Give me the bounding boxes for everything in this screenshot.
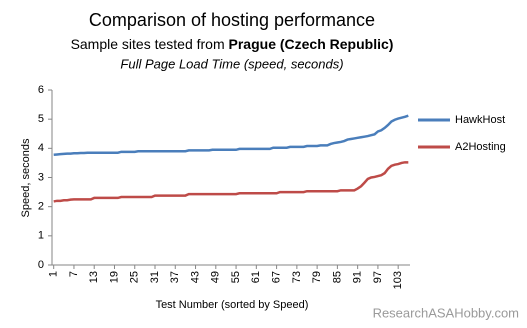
x-tick-label: 37 (169, 271, 181, 283)
legend-label: HawkHost (455, 114, 505, 126)
x-tick-label: 49 (210, 271, 222, 283)
y-tick-label: 1 (38, 230, 44, 242)
x-tick-label: 25 (129, 271, 141, 283)
y-tick-label: 2 (38, 201, 44, 213)
x-tick-label: 61 (250, 271, 262, 283)
x-axis-label: Test Number (sorted by Speed) (156, 299, 309, 311)
series-line (53, 114, 409, 156)
x-tick-label: 73 (291, 271, 303, 283)
x-tick-label: 67 (271, 271, 283, 283)
x-tick-label: 31 (149, 271, 161, 283)
x-tick-label: 55 (230, 271, 242, 283)
x-tick-label: 13 (88, 271, 100, 283)
x-tick-label: 19 (108, 271, 120, 283)
x-tick-label: 91 (352, 271, 364, 283)
y-tick-label: 0 (38, 259, 44, 271)
series-line (53, 161, 409, 203)
chart-subtitle: Sample sites tested from Prague (Czech R… (71, 36, 394, 52)
y-tick-label: 5 (38, 113, 44, 125)
subtitle-prefix: Sample sites tested from (71, 36, 225, 52)
legend-label: A2Hosting (455, 141, 506, 153)
y-tick-label: 4 (38, 142, 44, 154)
x-tick-label: 85 (331, 271, 343, 283)
subtitle-location: Prague (Czech Republic) (229, 36, 394, 52)
y-tick-label: 3 (38, 171, 44, 183)
chart-title: Comparison of hosting performance (89, 10, 375, 30)
x-tick-label: 103 (392, 271, 404, 289)
watermark: ResearchASAHobby.com (373, 305, 519, 320)
y-axis-label: Speed, seconds (20, 138, 32, 217)
x-tick-label: 1 (48, 271, 60, 277)
y-tick-label: 6 (38, 84, 44, 96)
x-tick-label: 79 (311, 271, 323, 283)
x-tick-label: 7 (68, 271, 80, 277)
x-tick-label: 97 (372, 271, 384, 283)
x-tick-label: 43 (189, 271, 201, 283)
chart-subtitle-2: Full Page Load Time (speed, seconds) (120, 56, 343, 71)
